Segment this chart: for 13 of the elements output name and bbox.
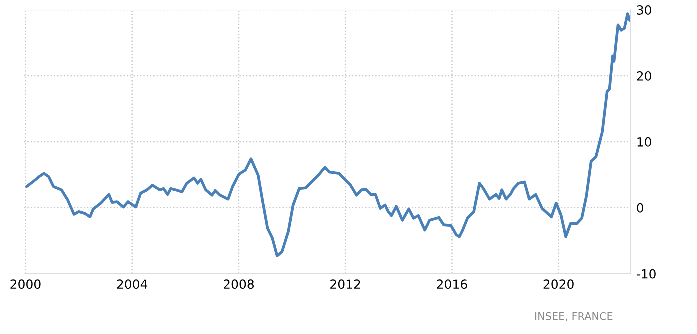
x-tick-label: 2020	[544, 280, 574, 290]
x-tick-label: 2012	[330, 280, 360, 290]
x-tick-label: 2004	[117, 280, 148, 290]
x-tick-label: 2000	[10, 280, 41, 290]
x-tick-label: 2016	[437, 280, 468, 290]
x-tick-label: 2008	[224, 280, 254, 290]
text: INSEE, FRANCE	[536, 312, 613, 322]
y-tick-label: -10	[636, 269, 656, 279]
y-tick-label: 20	[637, 71, 652, 81]
line-series	[25, 12, 631, 258]
y-tick-label: 0	[637, 203, 644, 213]
y-tick-label: 10	[638, 137, 652, 147]
y-tick-label: 30	[637, 5, 652, 15]
